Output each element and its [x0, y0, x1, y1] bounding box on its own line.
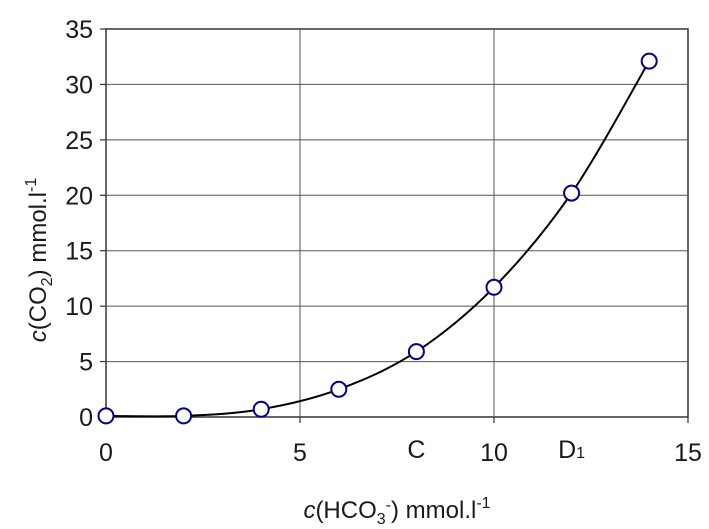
annotations: C D1: [407, 436, 585, 464]
x-tick-label: 5: [293, 439, 307, 467]
x-tick-label: 15: [674, 439, 702, 467]
plot-area: [105, 28, 689, 418]
data-point: [485, 278, 503, 296]
data-point: [407, 343, 425, 361]
tick-labels: 0 5 10 15 20 25 30 35 0 5 10 15: [65, 16, 702, 467]
y-tick-label: 10: [65, 293, 93, 321]
x-tick-label: 0: [99, 439, 113, 467]
y-tick-label: 25: [65, 127, 93, 155]
data-point: [97, 407, 115, 425]
data-point: [563, 184, 581, 202]
y-tick-label: 0: [79, 404, 93, 432]
grid: [100, 28, 689, 423]
x-axis-label: c(HCO3-) mmol.l-1: [303, 495, 490, 528]
data-point: [252, 400, 270, 418]
data-points: [97, 52, 658, 425]
y-tick-label: 20: [65, 182, 93, 210]
data-point: [330, 380, 348, 398]
annotation-label: C: [407, 436, 425, 464]
y-tick-label: 35: [65, 16, 93, 44]
y-tick-label: 15: [65, 238, 93, 266]
y-tick-label: 5: [79, 349, 93, 377]
x-tick-label: 10: [480, 439, 508, 467]
y-tick-label: 30: [65, 71, 93, 99]
data-point: [640, 52, 658, 70]
data-point: [175, 407, 193, 425]
annotation-label: D1: [558, 436, 585, 464]
y-axis-label: c(CO2) mmol.l-1: [23, 178, 56, 343]
